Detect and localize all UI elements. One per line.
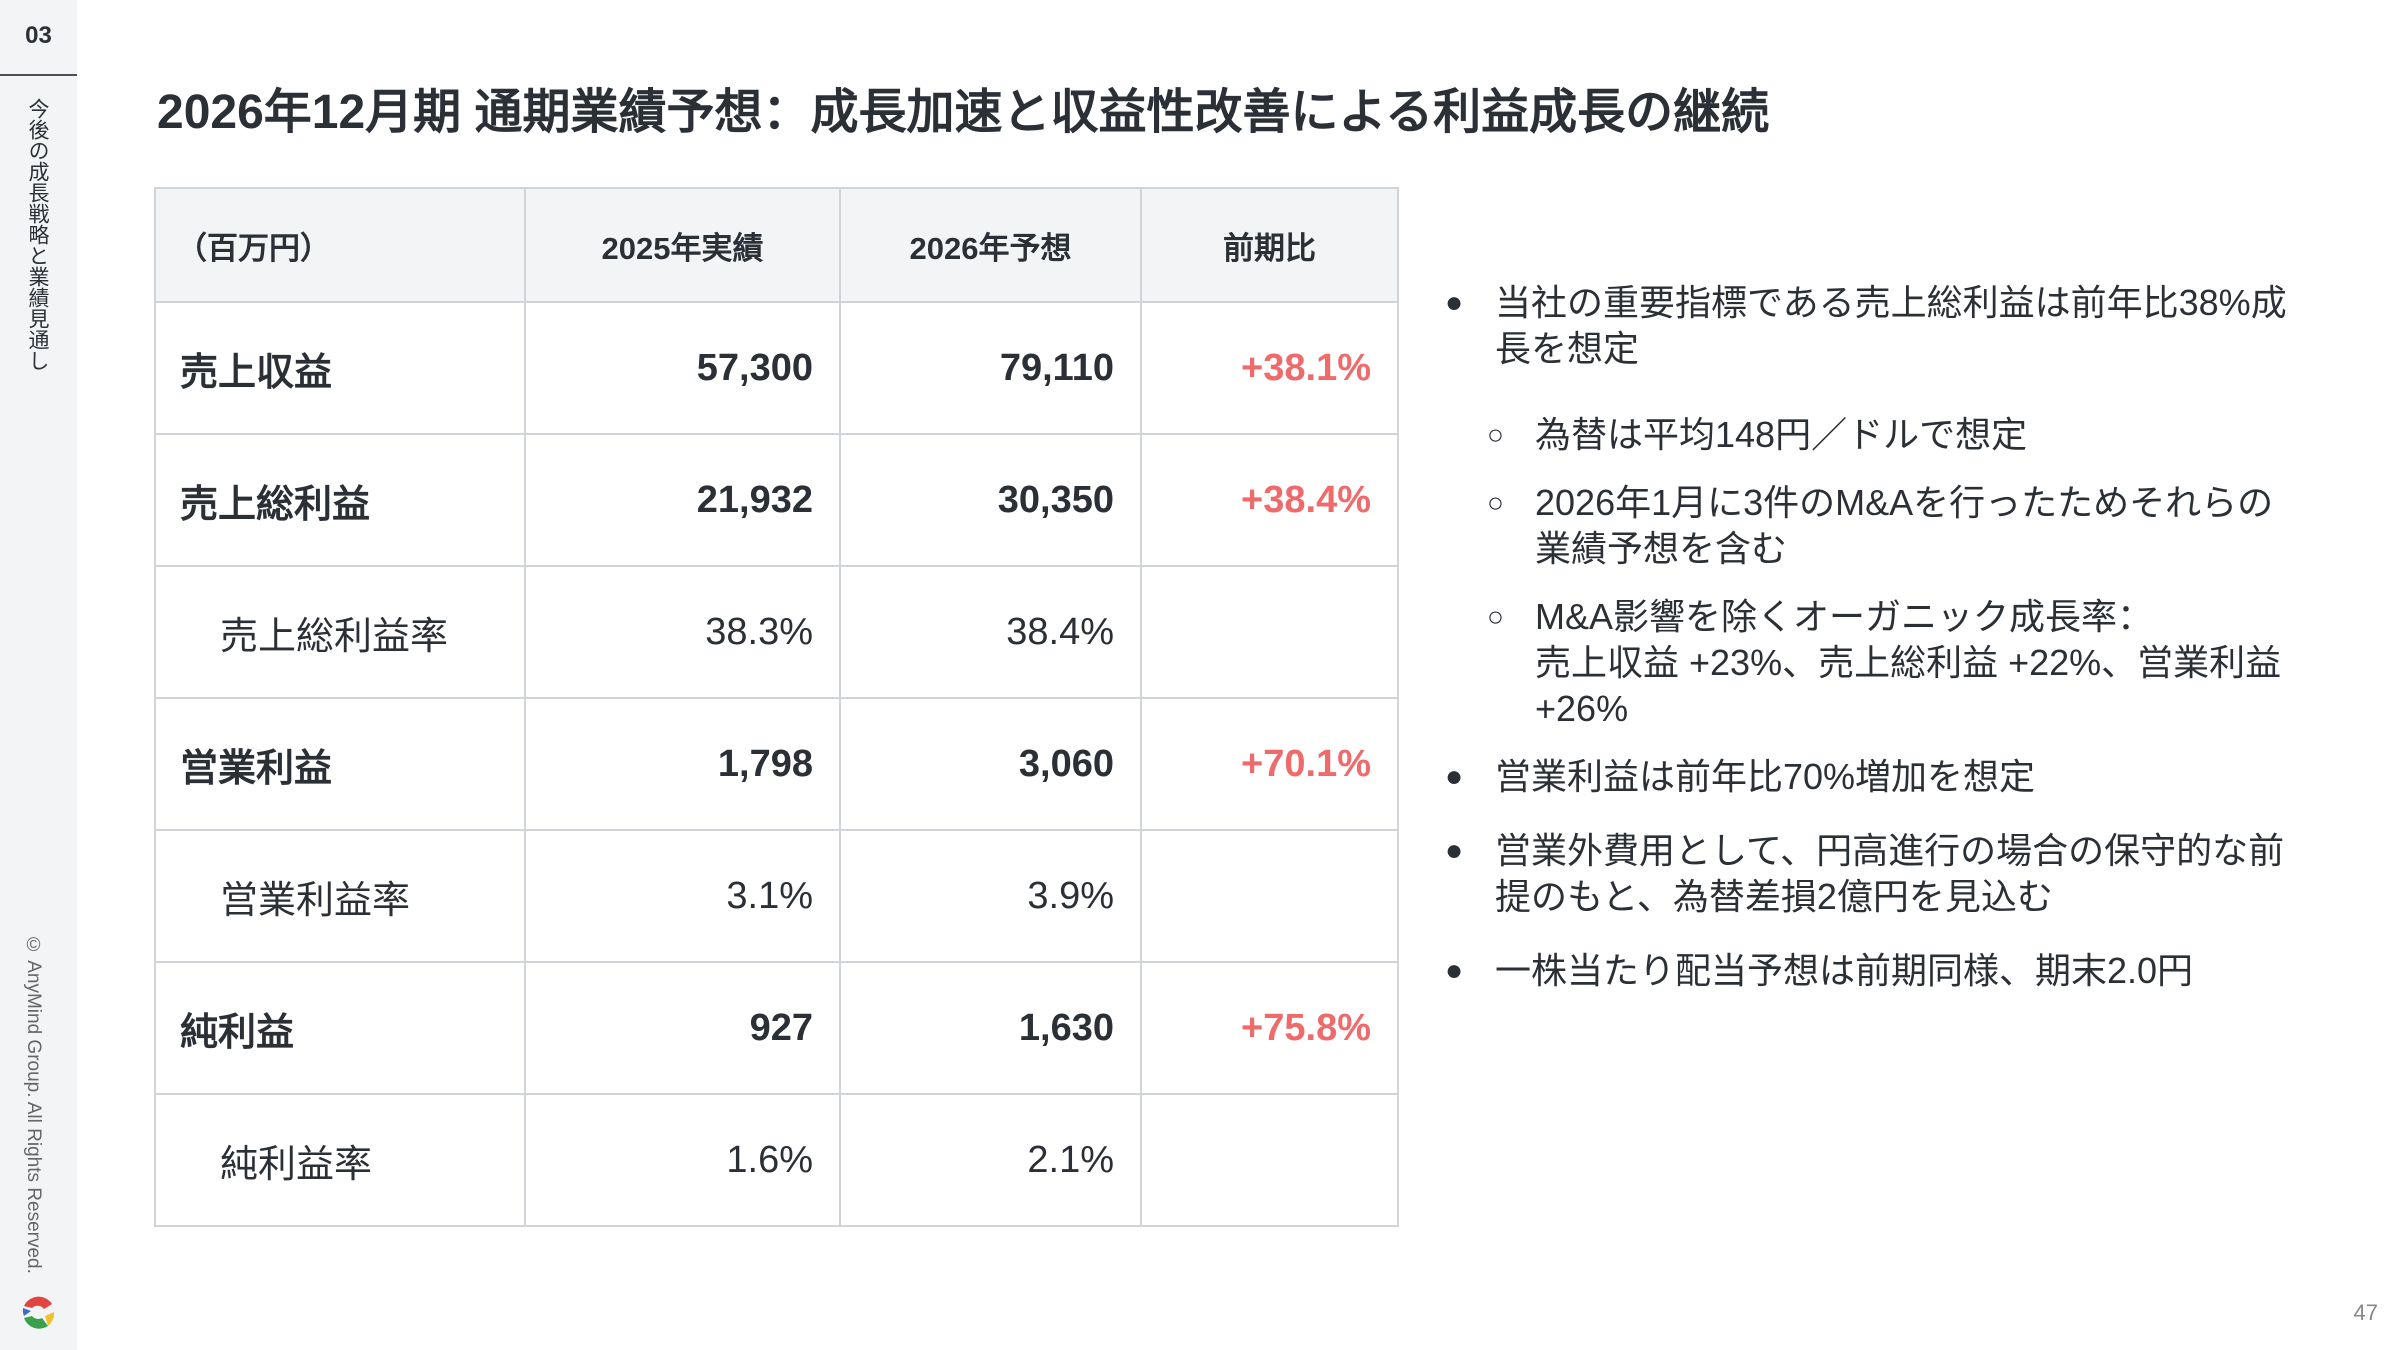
table-row: 売上総利益率 38.3% 38.4% [154, 565, 1399, 699]
table-row: 売上総利益 21,932 30,350 +38.4% [154, 433, 1399, 567]
row-label: 純利益率 [154, 1093, 526, 1227]
value-2026: 79,110 [839, 301, 1142, 435]
value-2025: 21,932 [524, 433, 841, 567]
list-item: ● 当社の重要指標である売上総利益は前年比38%成長を想定 [1445, 280, 2295, 372]
yoy-value [1140, 1093, 1399, 1227]
forecast-table: （百万円） 2025年実績 2026年予想 前期比 売上収益 57,300 79,1… [154, 187, 1399, 1227]
value-2025: 927 [524, 961, 841, 1095]
row-label: 売上収益 [154, 301, 526, 435]
page-title: 2026年12月期 通期業績予想：成長加速と収益性改善による利益成長の継続 [157, 86, 1770, 139]
value-2025: 3.1% [524, 829, 841, 963]
yoy-value: +38.4% [1140, 433, 1399, 567]
table-row: 営業利益 1,798 3,060 +70.1% [154, 697, 1399, 831]
row-label: 売上総利益率 [154, 565, 526, 699]
value-2026: 1,630 [839, 961, 1142, 1095]
value-2026: 3.9% [839, 829, 1142, 963]
table-row: 売上収益 57,300 79,110 +38.1% [154, 301, 1399, 435]
divider [0, 74, 77, 76]
table-row: 営業利益率 3.1% 3.9% [154, 829, 1399, 963]
section-title: 今後の成長戦略と業績見通し [26, 98, 49, 371]
bullet-icon: ● [1445, 286, 1464, 319]
table-row: 純利益率 1.6% 2.1% [154, 1093, 1399, 1227]
header-yoy: 前期比 [1140, 187, 1399, 303]
list-item: ● 営業利益は前年比70%増加を想定 [1445, 754, 2295, 800]
page-number: 47 [2353, 1300, 2378, 1325]
bullet-icon: ● [1445, 954, 1464, 987]
bullet-text: 営業利益は前年比70%増加を想定 [1495, 756, 2036, 797]
table-row: 純利益 927 1,630 +75.8% [154, 961, 1399, 1095]
header-unit: （百万円） [154, 187, 526, 303]
value-2025: 38.3% [524, 565, 841, 699]
circle-bullet-icon: ○ [1487, 419, 1504, 450]
header-2026: 2026年予想 [839, 187, 1142, 303]
value-2025: 1.6% [524, 1093, 841, 1227]
bullet-list: ● 当社の重要指標である売上総利益は前年比38%成長を想定 ○ 為替は平均148円／… [1445, 280, 2295, 1022]
circle-bullet-icon: ○ [1487, 487, 1504, 518]
list-item: ○ M&A影響を除くオーガニック成長率： 売上収益 +23%、売上総利益 +22%、… [1445, 594, 2295, 732]
bullet-text: 売上収益 +23%、売上総利益 +22%、営業利益 +26% [1535, 642, 2282, 729]
bullet-text: 営業外費用として、円高進行の場合の保守的な前提のもと、為替差損2億円を見込む [1495, 830, 2285, 917]
sidebar: 03 今後の成長戦略と業績見通し © AnyMind Group. All Ri… [0, 0, 77, 1350]
value-2026: 30,350 [839, 433, 1142, 567]
copyright: © AnyMind Group. All Rights Reserved. [23, 935, 44, 1274]
yoy-value: +38.1% [1140, 301, 1399, 435]
yoy-value: +70.1% [1140, 697, 1399, 831]
list-item: ● 営業外費用として、円高進行の場合の保守的な前提のもと、為替差損2億円を見込む [1445, 828, 2295, 920]
bullet-icon: ● [1445, 760, 1464, 793]
yoy-value [1140, 829, 1399, 963]
row-label: 純利益 [154, 961, 526, 1095]
yoy-value [1140, 565, 1399, 699]
section-number: 03 [25, 22, 52, 49]
row-label: 営業利益 [154, 697, 526, 831]
value-2026: 2.1% [839, 1093, 1142, 1227]
bullet-text: 一株当たり配当予想は前期同様、期末2.0円 [1495, 950, 2194, 991]
list-item: ● 一株当たり配当予想は前期同様、期末2.0円 [1445, 948, 2295, 994]
row-label: 売上総利益 [154, 433, 526, 567]
header-2025: 2025年実績 [524, 187, 841, 303]
bullet-text: M&A影響を除くオーガニック成長率： [1535, 596, 2154, 637]
bullet-text: 当社の重要指標である売上総利益は前年比38%成長を想定 [1495, 282, 2287, 369]
anymind-logo-icon [22, 1296, 55, 1329]
value-2025: 1,798 [524, 697, 841, 831]
bullet-icon: ● [1445, 834, 1464, 867]
table-header-row: （百万円） 2025年実績 2026年予想 前期比 [154, 187, 1399, 303]
bullet-text: 為替は平均148円／ドルで想定 [1535, 414, 2028, 455]
value-2026: 3,060 [839, 697, 1142, 831]
row-label: 営業利益率 [154, 829, 526, 963]
bullet-text: 2026年1月に3件のM&Aを行ったためそれらの業績予想を含む [1535, 482, 2274, 569]
value-2025: 57,300 [524, 301, 841, 435]
list-item: ○ 2026年1月に3件のM&Aを行ったためそれらの業績予想を含む [1445, 480, 2295, 572]
circle-bullet-icon: ○ [1487, 601, 1504, 632]
value-2026: 38.4% [839, 565, 1142, 699]
yoy-value: +75.8% [1140, 961, 1399, 1095]
list-item: ○ 為替は平均148円／ドルで想定 [1445, 412, 2295, 458]
